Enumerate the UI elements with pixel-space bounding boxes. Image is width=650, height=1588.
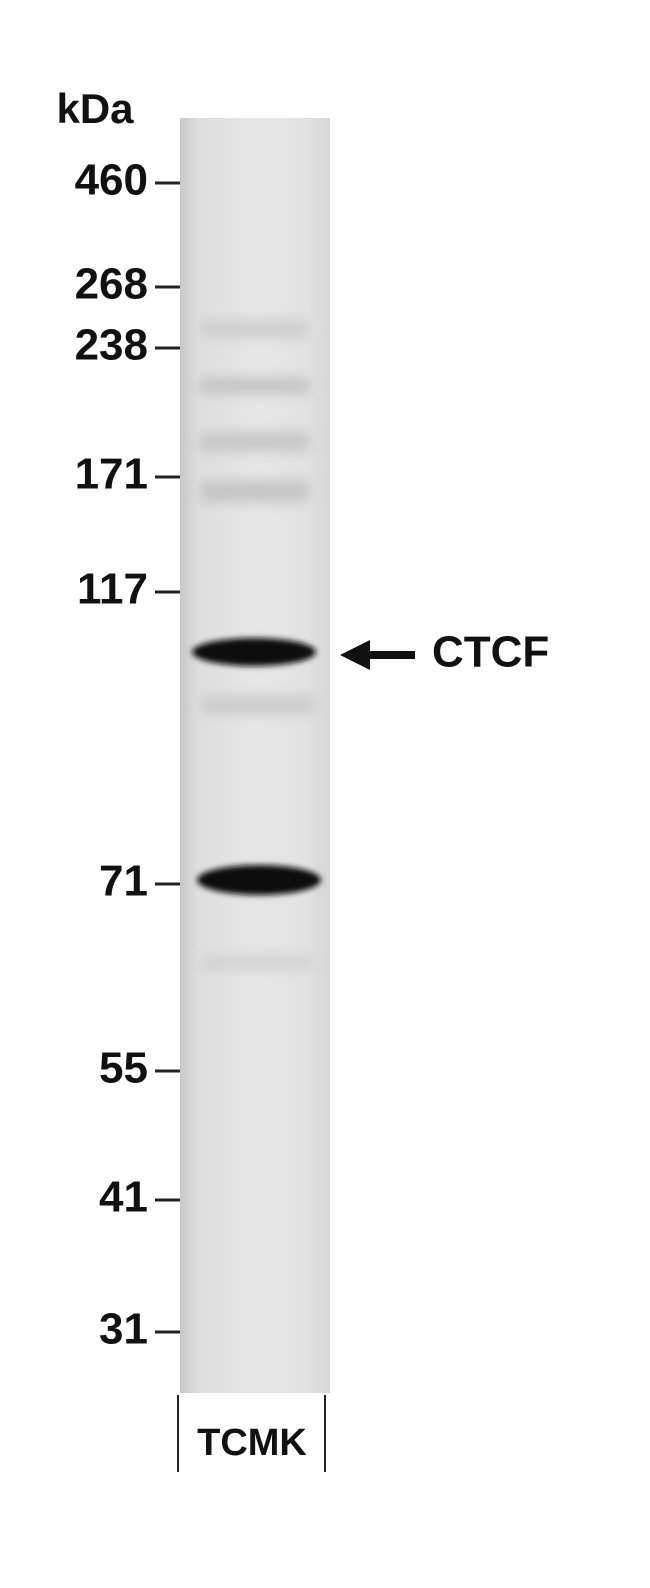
- faint-bands: [200, 320, 315, 969]
- marker-label: 55: [99, 1044, 148, 1093]
- marker-label: 31: [99, 1305, 148, 1354]
- marker-label: 71: [99, 857, 148, 906]
- marker-label: 41: [99, 1173, 148, 1222]
- unit-label: kDa: [56, 85, 134, 132]
- strong-bands: [192, 638, 321, 895]
- marker-label: 460: [75, 156, 148, 205]
- band-label: CTCF: [432, 628, 549, 677]
- lane-label: TCMK: [197, 1422, 307, 1464]
- lane: [180, 118, 330, 1393]
- marker-label: 268: [75, 260, 148, 309]
- marker-label: 238: [75, 321, 148, 370]
- marker-label: 171: [75, 450, 148, 499]
- band-arrow: [340, 640, 415, 670]
- marker-ladder: 460 268 238 171 117 71 55 41 31: [75, 156, 180, 1354]
- marker-label: 117: [77, 565, 148, 614]
